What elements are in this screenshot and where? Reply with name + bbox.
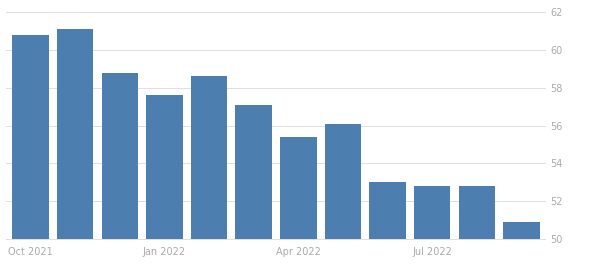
Bar — [369, 182, 406, 239]
Bar — [503, 222, 540, 239]
Bar — [12, 35, 49, 239]
Bar — [57, 29, 94, 239]
Bar — [235, 105, 272, 239]
Bar — [191, 76, 227, 239]
Bar — [280, 137, 317, 239]
Bar — [146, 95, 183, 239]
Bar — [458, 186, 495, 239]
Bar — [101, 73, 138, 239]
Bar — [325, 124, 361, 239]
Bar — [414, 186, 451, 239]
